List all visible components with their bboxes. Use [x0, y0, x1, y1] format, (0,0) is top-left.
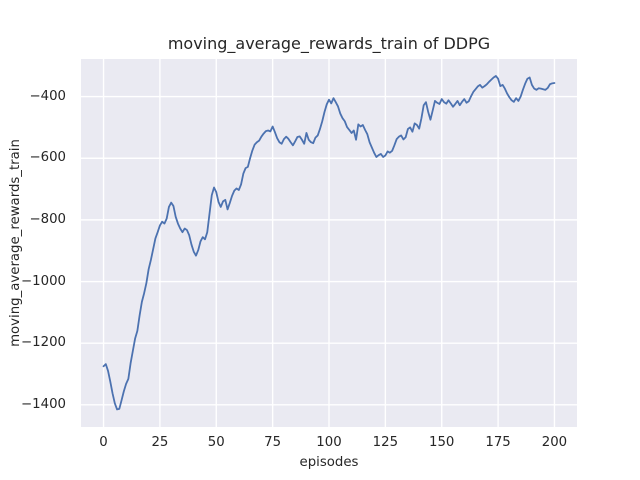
- y-tick-label: −1400: [21, 396, 66, 412]
- y-tick-label: −1000: [21, 273, 66, 289]
- x-tick-label: 100: [316, 435, 342, 450]
- x-tick-label: 150: [429, 435, 455, 450]
- x-tick-label: 75: [264, 435, 282, 450]
- series-line: [102, 75, 556, 411]
- x-tick-label: 175: [485, 435, 511, 450]
- x-tick-label: 25: [151, 435, 169, 450]
- chart-title: moving_average_rewards_train of DDPG: [167, 34, 491, 53]
- x-tick-label: 200: [541, 435, 568, 450]
- x-tick-label: 0: [99, 435, 108, 450]
- y-axis-label: moving_average_rewards_train: [8, 139, 23, 347]
- x-axis-label: episodes: [299, 455, 359, 470]
- x-tick-label: 50: [207, 435, 225, 450]
- y-tick-label: −800: [29, 211, 66, 227]
- y-tick-label: −600: [29, 150, 66, 166]
- x-tick-label: 125: [372, 435, 399, 450]
- y-tick-label: −1200: [21, 335, 66, 351]
- y-tick-label: −400: [29, 88, 66, 104]
